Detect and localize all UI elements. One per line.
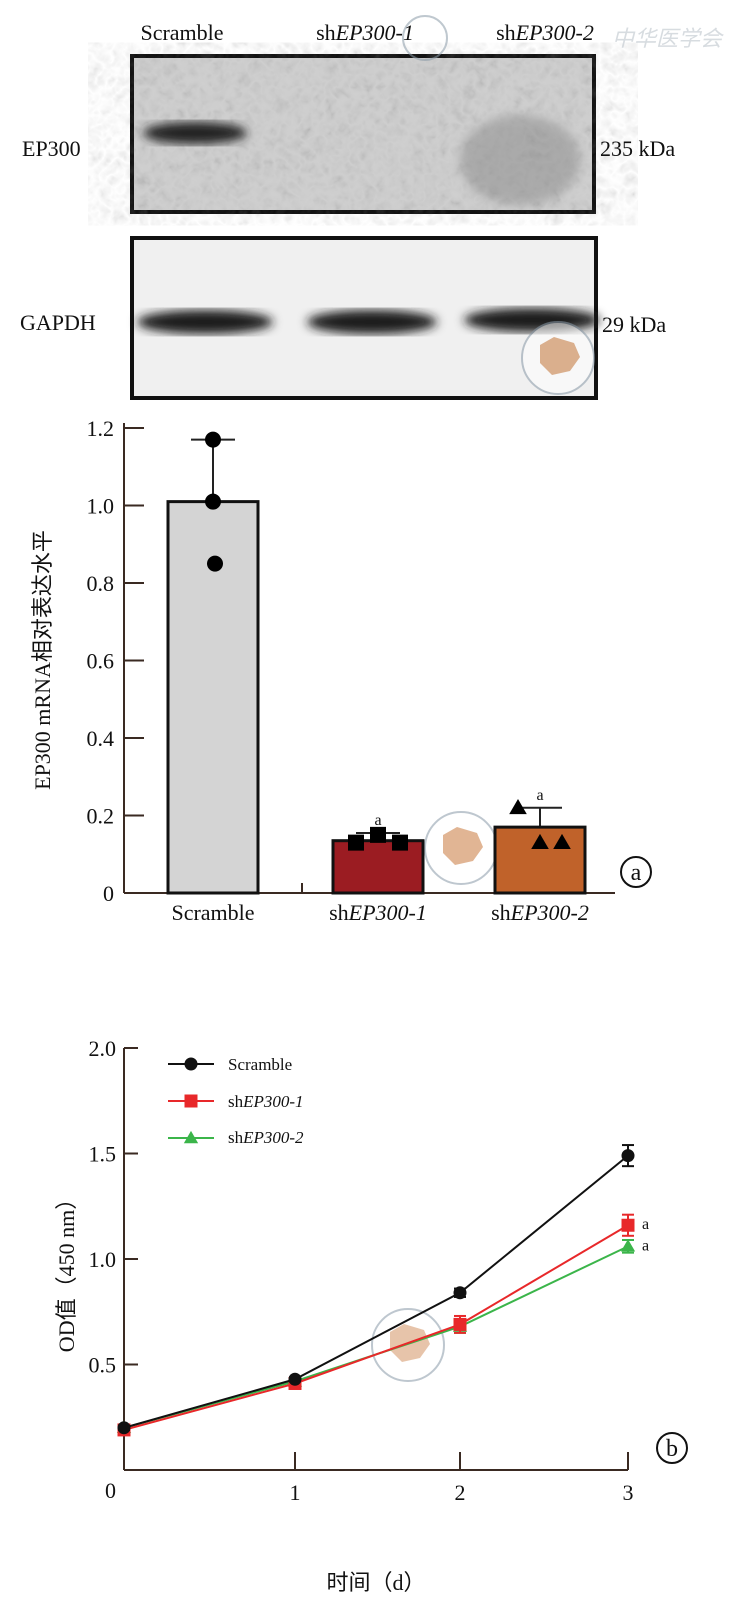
x-tick-label: Scramble: [171, 900, 254, 925]
bar: [331, 839, 425, 895]
y-axis-label: EP300 mRNA相对表达水平: [30, 530, 55, 790]
data-point: [453, 1317, 467, 1331]
y-tick-label: 0.8: [87, 571, 115, 596]
series-line: [123, 1154, 629, 1429]
gapdh-band: [137, 310, 273, 334]
data-point: [205, 493, 221, 510]
significance-label: a: [374, 812, 381, 829]
lane-label: Scramble: [140, 20, 223, 45]
gapdh-band: [307, 310, 437, 334]
panel-label: b: [666, 1436, 678, 1462]
legend: Scramble shEP300-1 shEP300-2: [228, 1055, 304, 1147]
x-axis-label: 时间（d）: [326, 1570, 425, 1595]
line-chart: OD值（450 nm） 时间（d） Scramble shEP300-1 shE…: [54, 1036, 688, 1595]
legend-marker: [184, 1057, 198, 1071]
panel-label-circle: [656, 1432, 688, 1464]
row-label: GAPDH: [20, 310, 96, 335]
series-line: [123, 1224, 629, 1431]
y-tick-label: 0.5: [89, 1353, 117, 1378]
data-point: [531, 833, 549, 850]
lane-label: shEP300-1: [316, 20, 414, 45]
data-point: [621, 1149, 635, 1163]
x-tick-label: 2: [455, 1480, 466, 1505]
legend-item: Scramble: [228, 1055, 292, 1074]
svg-text:shEP300-2: shEP300-2: [228, 1128, 304, 1147]
svg-text:shEP300-1: shEP300-1: [228, 1092, 304, 1111]
data-point: [509, 798, 527, 815]
data-point: [117, 1421, 131, 1435]
legend-marker: [183, 1130, 199, 1144]
x-tick-label: 1: [290, 1480, 301, 1505]
data-point: [621, 1218, 635, 1232]
y-tick-label: 1.2: [87, 416, 115, 441]
data-point: [620, 1239, 636, 1252]
panel-label: a: [631, 860, 642, 886]
y-tick-label: 1.0: [89, 1247, 117, 1272]
significance-label: a: [642, 1237, 649, 1254]
significance-label: a: [536, 787, 543, 804]
data-point: [553, 833, 571, 850]
x-tick-label: 3: [623, 1480, 634, 1505]
y-tick-label: 0.4: [87, 726, 115, 751]
data-point: [205, 431, 221, 448]
panel-label-circle: [620, 856, 652, 888]
y-tick-label: 1.5: [89, 1142, 117, 1167]
western-blot: Scramble shEP300-1 shEP300-2 EP300 235 k…: [20, 20, 675, 400]
ep300-band: [143, 122, 247, 144]
data-point: [370, 826, 386, 843]
y-tick-label: 0: [103, 881, 114, 906]
y-tick-label: 0: [105, 1478, 116, 1503]
legend-marker: [184, 1094, 198, 1108]
x-tick-label: shEP300-2: [491, 900, 589, 925]
data-point: [207, 555, 223, 572]
legend-item: shEP300-1: [228, 1092, 304, 1111]
size-label: 29 kDa: [602, 312, 666, 337]
legend-item: shEP300-2: [228, 1128, 304, 1147]
data-point: [453, 1286, 467, 1300]
y-tick-label: 2.0: [89, 1036, 117, 1061]
lane-label: shEP300-2: [496, 20, 594, 45]
y-axis-label: OD值（450 nm）: [54, 1188, 79, 1352]
watermark-text: 中华医学会: [612, 26, 724, 51]
x-tick-label: shEP300-1: [329, 900, 427, 925]
blot-smear: [460, 115, 580, 205]
data-point: [392, 834, 408, 851]
data-point: [348, 834, 364, 851]
watermark-seal: 中华医学会: [371, 15, 724, 1382]
y-tick-label: 1.0: [87, 494, 115, 519]
significance-label: a: [642, 1216, 649, 1233]
row-label: EP300: [22, 136, 81, 161]
y-tick-label: 0.2: [87, 804, 115, 829]
bar-chart: EP300 mRNA相对表达水平 Scramble shEP300-1 shEP…: [30, 416, 652, 925]
size-label: 235 kDa: [600, 136, 675, 161]
svg-text:Scramble: Scramble: [228, 1055, 292, 1074]
data-point: [288, 1372, 302, 1386]
y-tick-label: 0.6: [87, 649, 115, 674]
